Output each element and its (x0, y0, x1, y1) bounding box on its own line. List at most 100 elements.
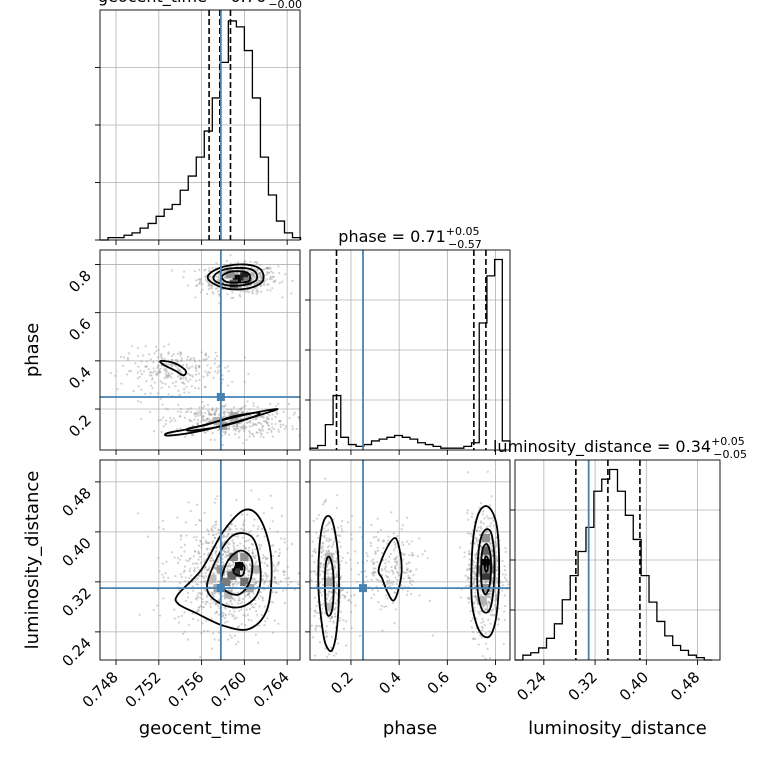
scatter-point (200, 546, 203, 549)
scatter-point (163, 369, 166, 372)
scatter-point (256, 288, 259, 291)
scatter-point (167, 576, 170, 579)
scatter-point (485, 526, 489, 529)
scatter-point (258, 280, 262, 283)
scatter-point (410, 554, 414, 557)
scatter-point (177, 368, 180, 372)
scatter-point (487, 517, 490, 520)
scatter-point (486, 602, 489, 605)
truth-marker (359, 584, 368, 593)
scatter-point (223, 432, 227, 435)
scatter-point (302, 601, 304, 603)
scatter-point (278, 281, 281, 285)
scatter-point (274, 566, 277, 570)
scatter-point (251, 551, 254, 554)
scatter-point (284, 272, 287, 276)
scatter-point (504, 573, 507, 576)
scatter-point (488, 601, 491, 604)
scatter-point (472, 582, 475, 585)
hist-panel-geocent_time: geocent_time = 0.76+0.00−0.00 (95, 0, 302, 241)
scatter-point (330, 591, 333, 594)
title-luminosity_distance: luminosity_distance = 0.34+0.05 −0.05 (493, 435, 747, 461)
scatter-point (221, 378, 225, 381)
scatter-point (382, 546, 385, 550)
scatter-point (143, 370, 146, 373)
scatter-point (490, 517, 493, 520)
scatter-point (236, 544, 239, 547)
scatter-point (233, 610, 236, 613)
scatter-point (226, 293, 229, 296)
scatter-point (488, 592, 491, 596)
scatter-point (206, 528, 209, 531)
scatter-point (184, 376, 187, 379)
scatter-point (201, 417, 204, 420)
scatter-point (339, 610, 342, 613)
scatter-point (318, 641, 322, 644)
scatter-point (379, 580, 382, 583)
scatter-point (170, 269, 174, 272)
scatter-point (200, 581, 203, 584)
scatter-point (277, 582, 280, 586)
scatter-point (485, 530, 488, 533)
contour-line (470, 505, 501, 639)
scatter-point (164, 419, 168, 422)
scatter-point (468, 585, 471, 588)
scatter-point (474, 596, 477, 599)
scatter-point (204, 275, 207, 278)
scatter-point (488, 595, 491, 598)
scatter-point (343, 595, 346, 598)
scatter-point (384, 594, 388, 597)
panel-frame (99, 249, 301, 451)
scatter-point (199, 280, 202, 283)
scatter-point (201, 542, 204, 545)
scatter-point (266, 288, 269, 292)
scatter-point (194, 364, 198, 367)
scatter-point (132, 390, 135, 393)
scatter-point (226, 620, 229, 623)
scatter-point (312, 550, 315, 553)
scatter-point (195, 284, 198, 288)
scatter-point (149, 358, 152, 361)
scatter-point (230, 296, 233, 300)
scatter-point (212, 632, 215, 635)
scatter-point (203, 405, 206, 408)
scatter-point (263, 268, 266, 271)
scatter-point (407, 574, 410, 577)
scatter-point (120, 382, 123, 385)
scatter-point (226, 365, 230, 368)
scatter-point (145, 365, 148, 368)
scatter-point (403, 571, 407, 575)
scatter-point (180, 359, 184, 362)
scatter-point (323, 535, 326, 539)
scatter-point (410, 583, 413, 587)
scatter-point (177, 389, 180, 392)
scatter-point (490, 522, 493, 525)
scatter-point (341, 588, 344, 592)
scatter-point (384, 558, 388, 561)
scatter-point (264, 420, 267, 424)
scatter-point (252, 592, 255, 595)
scatter-point (211, 290, 214, 294)
scatter-point (473, 606, 476, 609)
scatter-point (206, 374, 209, 377)
scatter-point (332, 654, 336, 657)
scatter-point (164, 571, 167, 575)
tick-label: 0.760 (207, 668, 250, 711)
scatter-point (468, 597, 471, 600)
scatter-point (491, 608, 495, 611)
scatter-point (409, 579, 412, 582)
scatter-point (332, 621, 335, 624)
scatter-point (247, 570, 250, 573)
scatter-point (247, 372, 250, 375)
scatter-point (190, 601, 193, 604)
scatter-point (484, 601, 488, 604)
scatter-point (473, 578, 476, 581)
scatter-point (236, 591, 239, 594)
title-geocent_time: geocent_time = 0.76+0.00−0.00 (98, 0, 302, 11)
scatter-point (268, 414, 271, 417)
scatter-point (240, 407, 243, 410)
scatter-point (305, 642, 307, 644)
scatter-point (495, 568, 498, 571)
scatter-point (252, 273, 255, 276)
scatter-point (235, 576, 238, 579)
